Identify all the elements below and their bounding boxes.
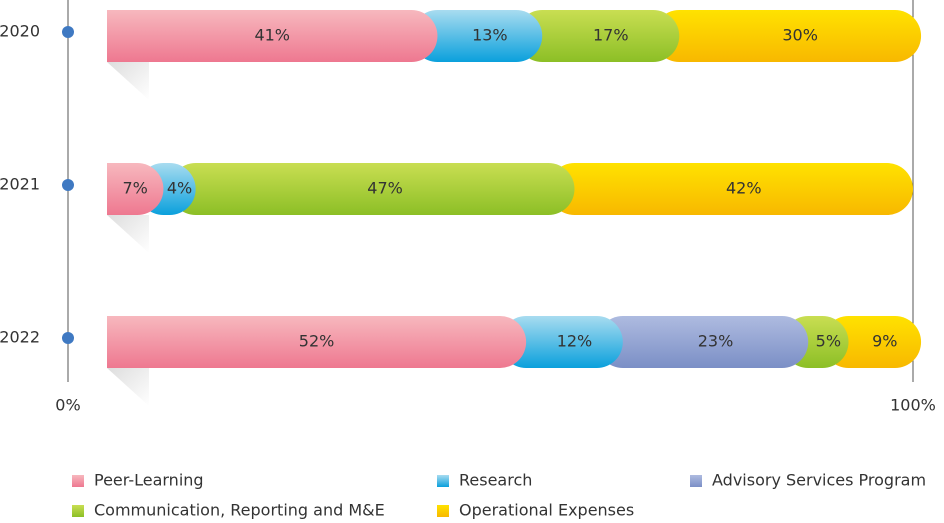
data-label: 17% (593, 26, 629, 45)
legend-label: Research (459, 471, 532, 490)
legend-label: Peer-Learning (94, 471, 204, 490)
bar-segment (411, 10, 543, 62)
data-label: 23% (698, 332, 734, 351)
bar-shadow (107, 215, 149, 253)
legend-swatch (72, 475, 84, 487)
bar-left-edge (107, 316, 133, 368)
bar-segment (500, 316, 623, 368)
legend-swatch (437, 475, 449, 487)
bar-segment (516, 10, 680, 62)
y-tick-label: 2020 (0, 22, 40, 41)
x-tick-label: 100% (890, 396, 936, 415)
y-tick-label: 2021 (0, 175, 40, 194)
bar-segment (169, 163, 575, 215)
data-label: 7% (123, 179, 148, 198)
data-label: 42% (726, 179, 762, 198)
data-label: 41% (254, 26, 290, 45)
data-label: 13% (472, 26, 508, 45)
bar-left-edge (107, 10, 133, 62)
timeline-dot (62, 332, 74, 344)
bar-segment (653, 10, 922, 62)
legend-swatch (72, 505, 84, 517)
legend-label: Communication, Reporting and M&E (94, 501, 385, 520)
legend-label: Operational Expenses (459, 501, 634, 520)
bar-segment (107, 316, 527, 368)
legend-swatch (690, 475, 702, 487)
bar-left-edge (107, 163, 133, 215)
timeline-dot (62, 179, 74, 191)
bar-segment (548, 163, 913, 215)
bar-segment (596, 316, 809, 368)
bar-segment (822, 316, 922, 368)
data-label: 47% (367, 179, 403, 198)
data-label: 5% (816, 332, 841, 351)
legend-swatch (437, 505, 449, 517)
legend-label: Advisory Services Program (712, 471, 926, 490)
data-label: 52% (299, 332, 335, 351)
y-tick-label: 2022 (0, 328, 40, 347)
bar-segment (107, 10, 438, 62)
data-label: 4% (167, 179, 192, 198)
timeline-dot (62, 26, 74, 38)
bar-shadow (107, 62, 149, 100)
data-label: 9% (872, 332, 897, 351)
bar-shadow (107, 368, 149, 406)
data-label: 30% (782, 26, 818, 45)
x-tick-label: 0% (55, 396, 80, 415)
data-label: 12% (557, 332, 593, 351)
